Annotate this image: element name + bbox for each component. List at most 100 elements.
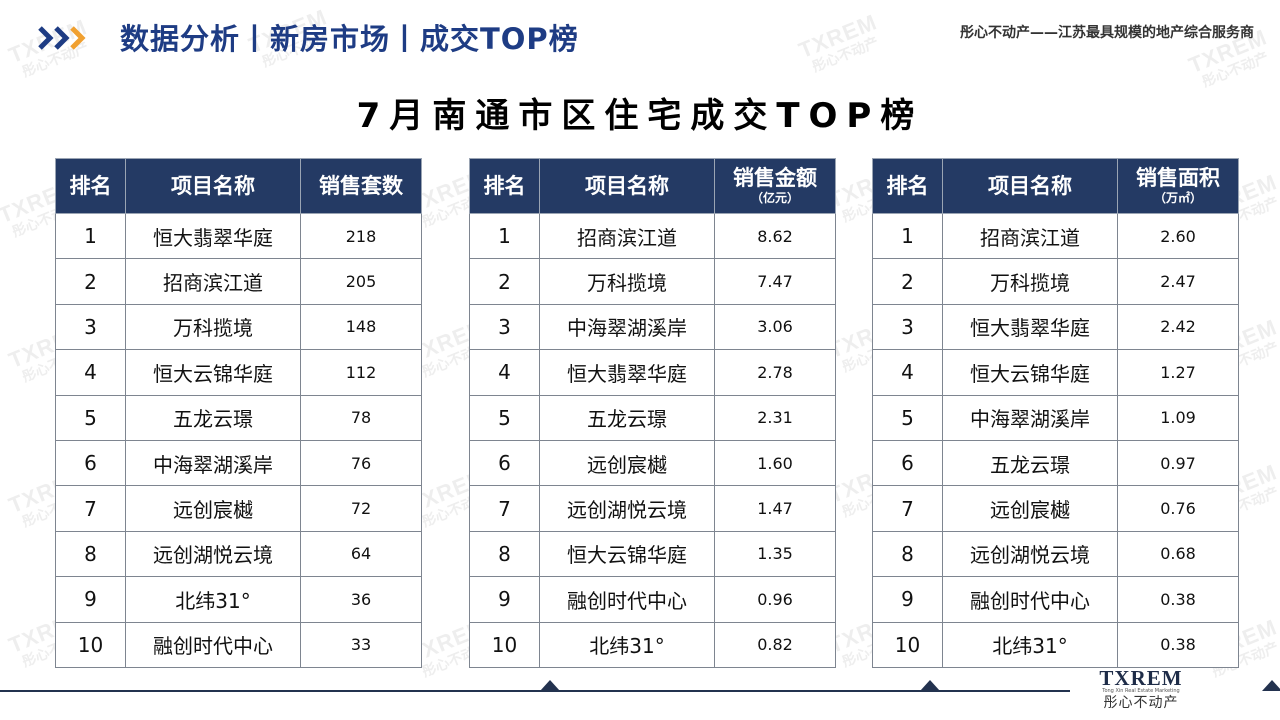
header-area: 销售面积 （万㎡） <box>1117 158 1239 214</box>
project-name-cell: 万科揽境 <box>125 303 301 351</box>
company-slogan: 彤心不动产——江苏最具规模的地产综合服务商 <box>960 25 1254 41</box>
rank-cell: 9 <box>55 576 126 623</box>
rank-cell: 10 <box>469 621 540 668</box>
project-name-cell: 五龙云璟 <box>942 439 1118 487</box>
header-project: 项目名称 <box>942 158 1118 214</box>
project-name-cell: 五龙云璟 <box>125 394 301 441</box>
value-cell: 7.47 <box>714 258 836 305</box>
header-rank: 排名 <box>55 158 126 214</box>
value-cell: 148 <box>300 303 422 351</box>
rank-cell: 8 <box>872 530 943 578</box>
table-row: 10 融创时代中心 33 <box>55 621 422 668</box>
section-title: 数据分析丨新房市场丨成交TOP榜 <box>120 22 579 56</box>
table-row: 6 远创宸樾 1.60 <box>469 439 836 487</box>
table-row: 8 远创湖悦云境 0.68 <box>872 530 1239 578</box>
rank-cell: 3 <box>469 303 540 351</box>
rank-cell: 2 <box>55 258 126 305</box>
project-name-cell: 远创湖悦云境 <box>539 485 715 532</box>
value-cell: 1.47 <box>714 485 836 532</box>
footer-line <box>0 690 1070 692</box>
rank-cell: 9 <box>469 576 540 623</box>
value-cell: 72 <box>300 485 422 532</box>
header-rank: 排名 <box>469 158 540 214</box>
rank-cell: 6 <box>469 439 540 487</box>
rank-cell: 2 <box>872 258 943 305</box>
value-cell: 0.96 <box>714 576 836 623</box>
project-name-cell: 招商滨江道 <box>942 212 1118 260</box>
page-title: 7月南通市区住宅成交TOP榜 <box>356 96 924 136</box>
table-row: 7 远创宸樾 0.76 <box>872 485 1239 532</box>
table-row: 2 万科揽境 2.47 <box>872 258 1239 305</box>
rank-cell: 4 <box>872 349 943 396</box>
table-row: 4 恒大云锦华庭 1.27 <box>872 349 1239 396</box>
value-cell: 2.78 <box>714 349 836 396</box>
rank-cell: 5 <box>872 394 943 441</box>
project-name-cell: 融创时代中心 <box>942 576 1118 623</box>
project-name-cell: 恒大云锦华庭 <box>125 349 301 396</box>
project-name-cell: 远创湖悦云境 <box>942 530 1118 578</box>
table-row: 5 中海翠湖溪岸 1.09 <box>872 394 1239 441</box>
project-name-cell: 五龙云璟 <box>539 394 715 441</box>
table-row: 1 招商滨江道 8.62 <box>469 212 836 260</box>
ranking-table-amount: 排名 项目名称 销售金额 （亿元） 1 招商滨江道 8.62 2 万科揽境 7.47 3 中海… <box>469 158 836 668</box>
project-name-cell: 融创时代中心 <box>539 576 715 623</box>
table-header-row: 排名 项目名称 销售金额 （亿元） <box>469 158 836 214</box>
rank-cell: 7 <box>55 485 126 532</box>
chevrons-icon <box>38 26 86 50</box>
logo-main-text: TXREM <box>1099 666 1183 690</box>
table-row: 1 恒大翡翠华庭 218 <box>55 212 422 260</box>
project-name-cell: 中海翠湖溪岸 <box>539 303 715 351</box>
value-cell: 2.60 <box>1117 212 1239 260</box>
project-name-cell: 恒大云锦华庭 <box>942 349 1118 396</box>
header-units-label: 销售套数 <box>319 173 403 198</box>
table-row: 8 恒大云锦华庭 1.35 <box>469 530 836 578</box>
table-row: 9 融创时代中心 0.96 <box>469 576 836 623</box>
table-row: 6 中海翠湖溪岸 76 <box>55 439 422 487</box>
table-row: 10 北纬31° 0.82 <box>469 621 836 668</box>
value-cell: 36 <box>300 576 422 623</box>
table-row: 9 北纬31° 36 <box>55 576 422 623</box>
table-header-row: 排名 项目名称 销售面积 （万㎡） <box>872 158 1239 214</box>
value-cell: 0.76 <box>1117 485 1239 532</box>
rank-cell: 9 <box>872 576 943 623</box>
rank-cell: 8 <box>469 530 540 578</box>
value-cell: 1.35 <box>714 530 836 578</box>
table-row: 4 恒大翡翠华庭 2.78 <box>469 349 836 396</box>
table-row: 7 远创湖悦云境 1.47 <box>469 485 836 532</box>
rank-cell: 10 <box>872 621 943 668</box>
project-name-cell: 远创宸樾 <box>125 485 301 532</box>
table-row: 6 五龙云璟 0.97 <box>872 439 1239 487</box>
project-name-cell: 恒大翡翠华庭 <box>942 303 1118 351</box>
value-cell: 8.62 <box>714 212 836 260</box>
header-project: 项目名称 <box>539 158 715 214</box>
ranking-table-area: 排名 项目名称 销售面积 （万㎡） 1 招商滨江道 2.60 2 万科揽境 2.47 3 恒大… <box>872 158 1239 668</box>
project-name-cell: 中海翠湖溪岸 <box>942 394 1118 441</box>
value-cell: 0.82 <box>714 621 836 668</box>
value-cell: 2.47 <box>1117 258 1239 305</box>
rank-cell: 3 <box>55 303 126 351</box>
project-name-cell: 北纬31° <box>125 576 301 623</box>
project-name-cell: 招商滨江道 <box>125 258 301 305</box>
ranking-table-units: 排名 项目名称 销售套数 1 恒大翡翠华庭 218 2 招商滨江道 205 3 万科揽境 148… <box>55 158 422 668</box>
value-cell: 3.06 <box>714 303 836 351</box>
header-amount-label: 销售金额 <box>733 166 817 191</box>
rank-cell: 5 <box>469 394 540 441</box>
project-name-cell: 恒大翡翠华庭 <box>125 212 301 260</box>
company-logo: TXREM Tong Xin Real Estate Marketing 彤心不… <box>1096 668 1186 716</box>
project-name-cell: 恒大翡翠华庭 <box>539 349 715 396</box>
rank-cell: 7 <box>469 485 540 532</box>
header-area-unit: （万㎡） <box>1153 191 1202 206</box>
value-cell: 112 <box>300 349 422 396</box>
value-cell: 0.97 <box>1117 439 1239 487</box>
rank-cell: 4 <box>469 349 540 396</box>
rank-cell: 1 <box>55 212 126 260</box>
header-project: 项目名称 <box>125 158 301 214</box>
table-row: 7 远创宸樾 72 <box>55 485 422 532</box>
rank-cell: 6 <box>55 439 126 487</box>
corner-triangle-icon <box>1262 680 1280 691</box>
header-amount-unit: （亿元） <box>750 191 799 206</box>
table-row: 3 恒大翡翠华庭 2.42 <box>872 303 1239 351</box>
value-cell: 78 <box>300 394 422 441</box>
header-amount: 销售金额 （亿元） <box>714 158 836 214</box>
table-row: 2 招商滨江道 205 <box>55 258 422 305</box>
